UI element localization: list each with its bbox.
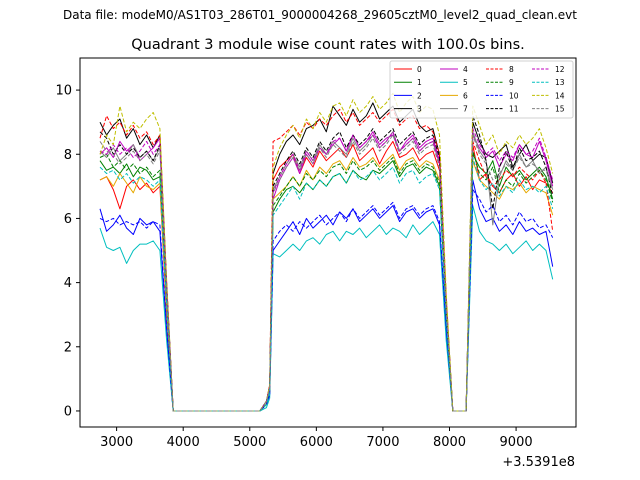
series-line-10 bbox=[99, 189, 554, 412]
x-tick-label: 5000 bbox=[233, 435, 266, 450]
legend-label-14: 14 bbox=[555, 91, 565, 100]
x-tick-label: 7000 bbox=[366, 435, 399, 450]
series-line-6 bbox=[99, 153, 554, 412]
series-line-15 bbox=[99, 134, 554, 412]
legend-label-9: 9 bbox=[509, 78, 514, 87]
legend-label-3: 3 bbox=[417, 105, 422, 114]
series-line-9 bbox=[99, 150, 554, 412]
legend-label-7: 7 bbox=[463, 105, 468, 114]
series-line-12 bbox=[99, 128, 554, 412]
legend-label-10: 10 bbox=[509, 91, 519, 100]
chart-title: Quadrant 3 module wise count rates with … bbox=[131, 37, 525, 53]
legend-label-1: 1 bbox=[417, 78, 422, 87]
x-tick-label: 9000 bbox=[500, 435, 533, 450]
legend-label-15: 15 bbox=[555, 105, 565, 114]
series-line-3 bbox=[99, 102, 554, 412]
series-line-1 bbox=[99, 153, 554, 412]
legend-label-6: 6 bbox=[463, 91, 468, 100]
chart-suptitle: Data file: modeM0/AS1T03_286T01_90000042… bbox=[63, 8, 577, 22]
legend-label-11: 11 bbox=[509, 105, 519, 114]
x-tick-label: 6000 bbox=[300, 435, 333, 450]
x-tick-label: 4000 bbox=[167, 435, 200, 450]
legend-label-0: 0 bbox=[417, 65, 422, 74]
y-tick-label: 0 bbox=[64, 404, 72, 419]
y-tick-label: 2 bbox=[64, 340, 72, 355]
x-offset-label: +3.5391e8 bbox=[502, 455, 575, 470]
legend-label-4: 4 bbox=[463, 65, 468, 74]
axes-frame bbox=[79, 57, 577, 428]
x-tick-label: 8000 bbox=[433, 435, 466, 450]
legend-label-5: 5 bbox=[463, 78, 468, 87]
tick-layer: 3000 4000 5000 6000 7000 8000 9000 0 2 4 6 8 10 bbox=[55, 84, 532, 450]
series-line-0 bbox=[99, 140, 554, 412]
series-line-14 bbox=[99, 92, 554, 412]
legend-box bbox=[389, 60, 574, 119]
legend-label-2: 2 bbox=[417, 91, 422, 100]
plot-area bbox=[99, 92, 554, 412]
legend-label-12: 12 bbox=[555, 65, 565, 74]
y-tick-label: 6 bbox=[64, 212, 72, 227]
legend-label-13: 13 bbox=[555, 78, 565, 87]
y-tick-label: 4 bbox=[64, 276, 72, 291]
x-tick-label: 3000 bbox=[100, 435, 133, 450]
y-tick-label: 8 bbox=[64, 148, 72, 163]
legend-label-8: 8 bbox=[509, 65, 514, 74]
series-line-13 bbox=[99, 157, 554, 412]
y-tick-label: 10 bbox=[55, 84, 72, 99]
